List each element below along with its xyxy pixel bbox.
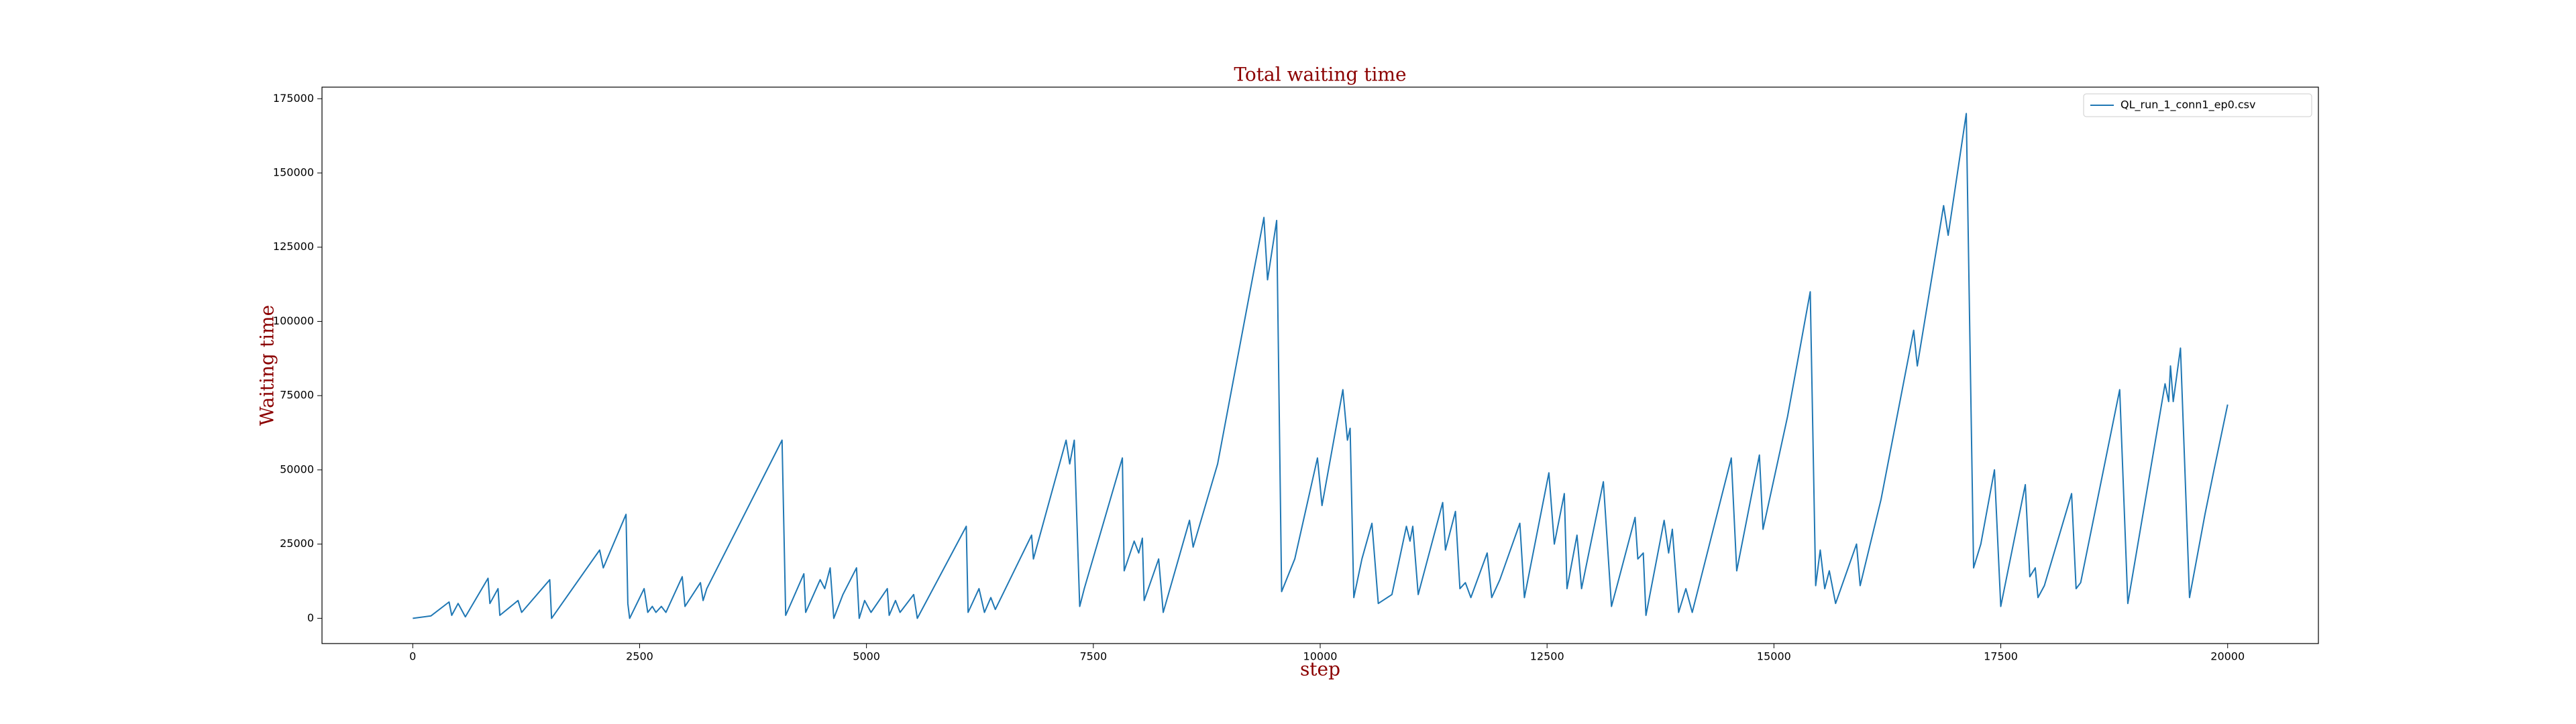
y-tick-label: 50000 [280,463,314,475]
y-tick-label: 175000 [273,92,314,105]
axes-frame [321,86,2319,644]
x-axis-label: step [1300,658,1340,680]
x-tick-label: 2500 [626,650,653,663]
legend-label: QL_run_1_conn1_ep0.csv [2121,99,2255,112]
x-tick-label: 12500 [1530,650,1564,663]
x-tick-label: 17500 [1984,650,2018,663]
chart-title: Total waiting time [1234,64,1406,86]
data-line [413,113,2229,619]
x-tick-label: 20000 [2210,650,2245,663]
y-tick-label: 125000 [273,240,314,253]
y-tick-label: 100000 [273,314,314,327]
x-tick-label: 10000 [1303,650,1338,663]
x-tick-label: 5000 [853,650,880,663]
x-tick-label: 15000 [1757,650,1791,663]
y-tick-label: 25000 [280,537,314,550]
x-tick-label: 0 [409,650,416,663]
y-tick-label: 150000 [273,166,314,178]
y-tick-label: 0 [307,611,314,624]
x-tick-label: 7500 [1079,650,1107,663]
legend-box [2083,93,2312,117]
y-tick-label: 75000 [280,389,314,402]
y-axis-label: Waiting time [256,305,278,426]
